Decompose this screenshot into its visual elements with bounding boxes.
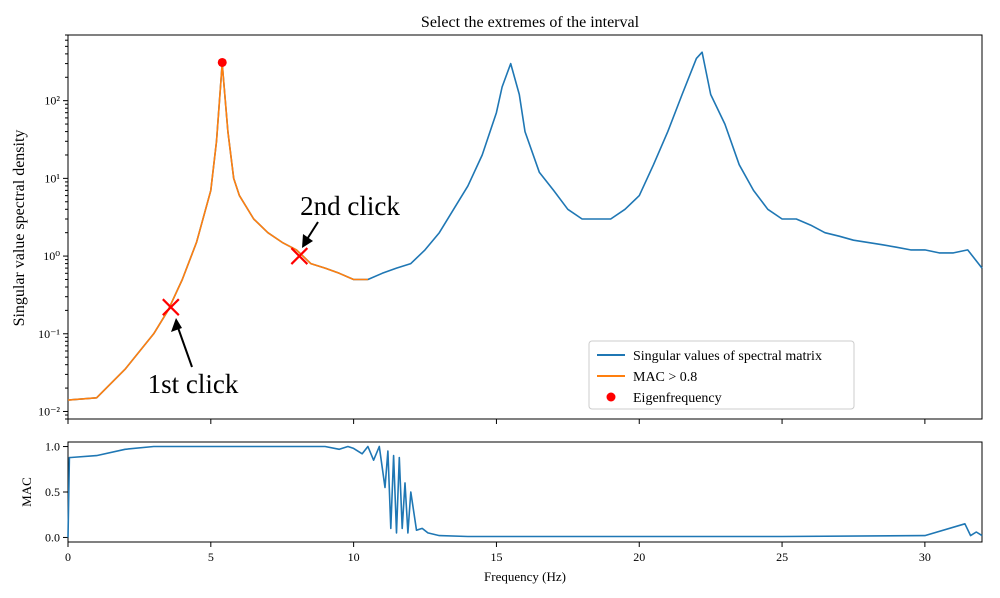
bottom-y-axis-label: MAC (19, 477, 34, 507)
top-series-group (67, 51, 983, 401)
bottom-series-group (67, 445, 983, 538)
bottom-panel-frame (67, 441, 983, 543)
top-y-axis-label: Singular value spectral density (11, 130, 28, 327)
top-y-tick-label: 10¹ (44, 171, 60, 185)
annotation-second-arrowhead (302, 234, 313, 248)
legend-eig-swatch (606, 392, 616, 402)
bottom-x-tick-label: 5 (208, 550, 214, 564)
legend-eig-label: Eigenfrequency (633, 391, 722, 406)
click-marker (162, 298, 180, 316)
chart-title: Select the extremes of the interval (421, 14, 640, 31)
bottom-x-tick-label: 20 (633, 550, 645, 564)
click-marker-stroke (290, 247, 309, 265)
click-marker-stroke (162, 298, 180, 316)
top-y-tick-label: 10⁻² (38, 404, 60, 418)
top-y-tick-label: 10⁰ (43, 249, 60, 263)
top-panel-frame (67, 34, 983, 420)
series-mac-above-threshold-line (67, 62, 368, 401)
bottom-y-tick-label: 0.0 (45, 530, 60, 544)
legend-mac-label: MAC > 0.8 (633, 370, 697, 385)
annotation-first-text: 1st click (148, 369, 239, 399)
legend: Singular values of spectral matrix MAC >… (588, 340, 855, 410)
top-panel: 10⁻² 10⁻¹ 10⁰ 10¹ 10² Singular value spectra… (11, 34, 983, 424)
click-marker (290, 247, 309, 265)
bottom-x-axis-label: Frequency (Hz) (484, 569, 566, 584)
bottom-panel: 0.0 0.5 1.0 0 5 10 15 20 25 30 MAC Frequency (Hz… (19, 440, 983, 584)
annotation-first-arrow (175, 321, 193, 368)
annotation-second: 2nd click (300, 191, 400, 248)
top-y-ticks: 10⁻² 10⁻¹ 10⁰ 10¹ 10² (38, 34, 68, 420)
bottom-x-tick-label: 10 (348, 550, 360, 564)
series-mac-line (67, 445, 983, 538)
annotation-second-text: 2nd click (300, 191, 400, 221)
bottom-y-tick-label: 0.5 (45, 485, 60, 499)
annotation-first-arrowhead (171, 318, 182, 332)
bottom-y-ticks: 0.0 0.5 1.0 (45, 440, 68, 544)
top-y-tick-label: 10² (44, 94, 60, 108)
eigenfrequency-point (217, 57, 227, 67)
legend-svd-label: Singular values of spectral matrix (633, 349, 822, 364)
bottom-y-tick-label: 1.0 (45, 440, 60, 454)
bottom-x-tick-label: 15 (490, 550, 502, 564)
top-y-tick-label: 10⁻¹ (38, 327, 60, 341)
bottom-x-tick-label: 0 (65, 550, 71, 564)
annotation-first: 1st click (148, 318, 239, 399)
bottom-x-tick-label: 25 (776, 550, 788, 564)
legend-box (588, 340, 855, 410)
bottom-x-ticks: 0 5 10 15 20 25 30 (65, 542, 931, 564)
top-x-ticks (67, 419, 926, 424)
bottom-x-tick-label: 30 (919, 550, 931, 564)
